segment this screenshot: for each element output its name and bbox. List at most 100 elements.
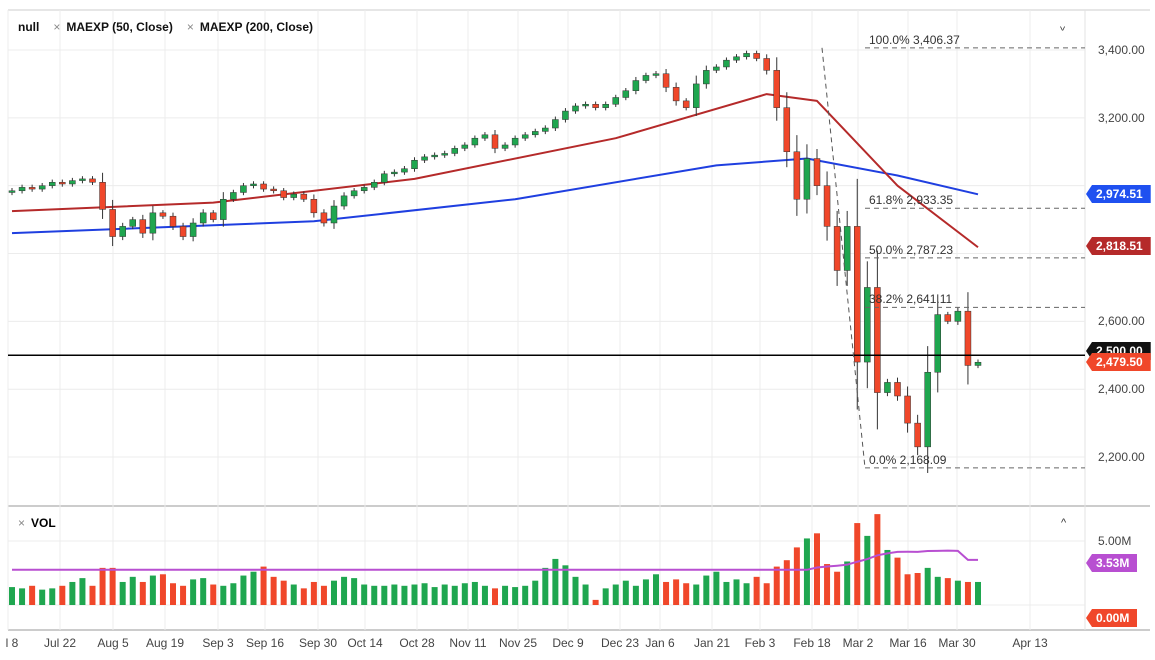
volume-bar xyxy=(139,581,146,605)
volume-bar xyxy=(341,576,348,605)
candle xyxy=(964,310,972,366)
volume-bar xyxy=(371,585,378,605)
candle xyxy=(753,53,760,59)
y-tick-label: 3,400.00 xyxy=(1098,43,1145,57)
x-tick-label: Aug 19 xyxy=(145,636,185,650)
candle xyxy=(260,183,267,190)
ma200-line xyxy=(11,157,979,235)
legend-ma50[interactable]: × MAEXP (50, Close) xyxy=(53,20,173,34)
candle xyxy=(894,382,901,397)
x-tick-label: Jan 21 xyxy=(693,636,731,650)
volume-bar xyxy=(733,579,740,605)
x-tick-label: Oct 14 xyxy=(347,636,383,650)
candle xyxy=(511,137,519,146)
fib-level-label: 61.8% 2,933.35 xyxy=(869,193,954,208)
volume-bar xyxy=(783,560,790,605)
candle xyxy=(723,59,730,68)
volume-bar xyxy=(300,588,307,605)
fib-level-label: 50.0% 2,787.23 xyxy=(869,242,954,257)
volume-bar xyxy=(854,523,861,605)
candle xyxy=(592,104,599,108)
candle xyxy=(230,192,237,200)
volume-bar xyxy=(69,581,76,605)
volume-bar xyxy=(904,574,911,605)
volume-bar xyxy=(763,583,770,605)
volume-bar xyxy=(944,578,951,605)
volume-bar xyxy=(401,585,408,605)
volume-bar xyxy=(975,581,981,605)
candle xyxy=(411,159,418,169)
collapse-main-chevron-icon[interactable]: ^ xyxy=(1060,20,1066,32)
volume-bar xyxy=(492,588,498,605)
volume-bar xyxy=(632,585,639,605)
candle xyxy=(28,187,36,190)
x-tick-label: Dec 23 xyxy=(600,636,640,650)
volume-bar xyxy=(481,585,488,605)
candle xyxy=(672,87,680,102)
volume-bar xyxy=(914,573,921,605)
candle xyxy=(401,168,408,173)
candle xyxy=(119,226,126,237)
candle xyxy=(542,127,549,132)
candle xyxy=(532,131,539,136)
candle xyxy=(250,183,257,186)
volume-bar xyxy=(391,584,398,605)
volume-bar xyxy=(471,581,478,605)
fib-level-label: 38.2% 2,641.11 xyxy=(869,292,953,307)
candle xyxy=(280,190,287,198)
volume-bar xyxy=(200,578,207,605)
candle xyxy=(179,226,187,237)
candle xyxy=(240,185,247,193)
volume-bar xyxy=(793,547,800,605)
candle xyxy=(562,110,569,120)
vol-last-tag: 0.00M xyxy=(1086,609,1138,627)
candle xyxy=(934,314,941,373)
remove-icon[interactable]: × xyxy=(53,20,61,34)
remove-icon[interactable]: × xyxy=(18,516,26,530)
candle xyxy=(864,287,871,363)
volume-bar xyxy=(79,578,86,605)
candle xyxy=(59,182,66,185)
volume-bar xyxy=(210,584,217,605)
candle xyxy=(79,178,86,181)
volume-bar xyxy=(320,585,327,605)
volume-bar xyxy=(954,580,961,605)
candle xyxy=(642,75,650,81)
volume-bar xyxy=(411,584,418,605)
candle xyxy=(38,185,46,190)
fib-trend-line xyxy=(821,47,866,468)
volume-bar xyxy=(280,580,287,605)
volume-bar xyxy=(964,581,971,605)
volume-bar xyxy=(844,561,851,605)
volume-bar xyxy=(703,575,710,605)
candle xyxy=(8,190,16,193)
volume-bar xyxy=(361,584,368,605)
volume-bar xyxy=(49,588,56,605)
remove-icon[interactable]: × xyxy=(186,20,194,34)
volume-bar xyxy=(240,575,247,605)
volume-bar xyxy=(582,584,589,605)
volume-bar xyxy=(331,580,337,605)
candle xyxy=(622,90,630,98)
candle xyxy=(582,104,589,107)
legend-ma50-label: MAEXP (50, Close) xyxy=(66,20,173,34)
volume-bar xyxy=(743,583,750,605)
volume-bar xyxy=(89,585,96,605)
candle xyxy=(602,104,609,108)
volume-bar xyxy=(451,585,458,605)
fib-level-label: 100.0% 3,406.37 xyxy=(869,32,960,47)
candle xyxy=(49,182,56,186)
candle xyxy=(823,185,831,227)
candle xyxy=(693,83,700,108)
x-tick-label: Oct 28 xyxy=(399,636,435,650)
volume-bar xyxy=(864,535,871,605)
volume-bar xyxy=(129,576,136,605)
collapse-vol-chevron-icon[interactable]: ^ xyxy=(1061,517,1067,529)
volume-bar xyxy=(441,584,448,605)
legend-ma200[interactable]: × MAEXP (200, Close) xyxy=(187,20,313,34)
volume-bar xyxy=(602,588,609,605)
volume-bar xyxy=(230,583,237,605)
volume-ma-line xyxy=(12,549,978,571)
